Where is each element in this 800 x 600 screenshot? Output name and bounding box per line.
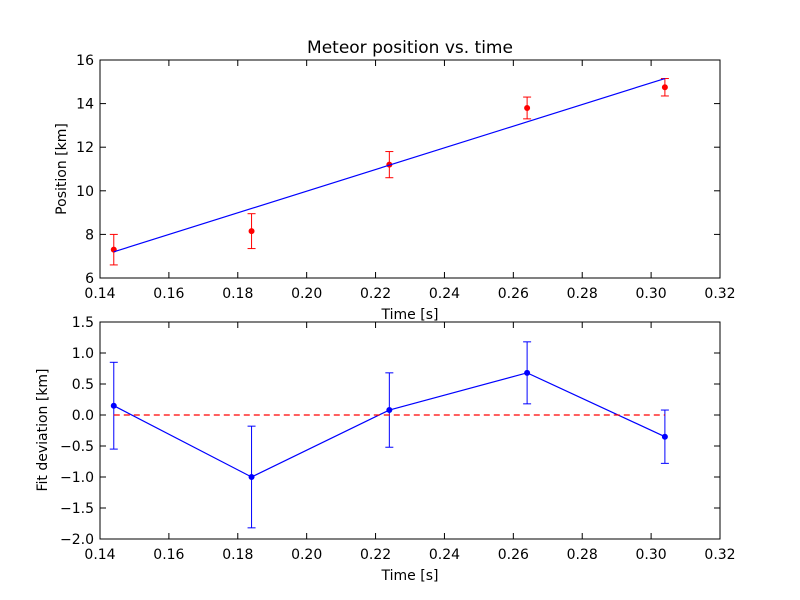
position-x-tick-label: 0.16 [153, 286, 184, 302]
deviation-panel: 0.14 0.16 0.18 0.20 0.22 0.24 0.26 0.28 0.30 0.32… [35, 315, 736, 584]
position-x-tick-label: 0.22 [360, 286, 391, 302]
chart-title: Meteor position vs. time [307, 38, 513, 58]
deviation-y-axis-label: Fit deviation [km] [35, 368, 51, 491]
deviation-x-tick-label: 0.32 [704, 547, 735, 563]
position-x-tick-label: 0.32 [704, 286, 735, 302]
deviation-data-point [110, 402, 117, 409]
deviation-y-tick-label: −1.5 [60, 501, 94, 517]
position-x-tick-label: 0.18 [222, 286, 253, 302]
position-data-point [248, 228, 255, 235]
deviation-y-tick-label: 1.5 [72, 315, 94, 331]
position-y-tick-label: 6 [85, 271, 94, 287]
linear-fit-line [113, 77, 666, 253]
deviation-y-tick-label: 1.0 [72, 346, 94, 362]
deviation-y-tick-label: −2.0 [60, 532, 94, 548]
deviation-y-tick-label: −1.0 [60, 470, 94, 486]
deviation-x-tick-label: 0.24 [429, 547, 460, 563]
position-y-tick-label: 12 [76, 140, 94, 156]
deviation-x-tick-label: 0.30 [636, 547, 667, 563]
position-x-tick-label: 0.26 [498, 286, 529, 302]
position-x-tick-label: 0.24 [429, 286, 460, 302]
deviation-data-point [661, 433, 668, 440]
position-plot-area: 0.14 0.16 0.18 0.20 0.22 0.24 0.26 0.28 0.30 0.32… [76, 53, 735, 302]
deviation-y-tick-label: 0.5 [72, 377, 94, 393]
position-x-tick-label: 0.14 [84, 286, 115, 302]
deviation-x-tick-label: 0.26 [498, 547, 529, 563]
deviation-data-point [524, 369, 531, 376]
position-data-point [661, 84, 668, 91]
deviation-x-tick-label: 0.22 [360, 547, 391, 563]
position-x-tick-label: 0.30 [636, 286, 667, 302]
deviation-y-tick-label: 0.0 [72, 408, 94, 424]
position-data-point [524, 104, 531, 111]
position-x-tick-label: 0.20 [291, 286, 322, 302]
position-y-tick-label: 8 [85, 227, 94, 243]
deviation-y-tick-label: −0.5 [60, 439, 94, 455]
position-x-tick-label: 0.28 [567, 286, 598, 302]
position-y-tick-label: 14 [76, 97, 94, 113]
deviation-data-point [248, 474, 255, 480]
deviation-x-tick-label: 0.18 [222, 547, 253, 563]
position-x-axis-label: Time [s] [381, 307, 439, 323]
deviation-x-tick-label: 0.16 [153, 547, 184, 563]
position-panel: Meteor position vs. time 0.14 0.16 0.18 0.2… [54, 38, 736, 323]
deviation-x-tick-label: 0.14 [84, 547, 115, 563]
deviation-plot-area: 0.14 0.16 0.18 0.20 0.22 0.24 0.26 0.28 0.30 0.32… [60, 315, 736, 563]
deviation-x-tick-label: 0.20 [291, 547, 322, 563]
deviation-x-tick-label: 0.28 [567, 547, 598, 563]
position-axes-frame [99, 59, 721, 279]
deviation-data-point [386, 407, 393, 414]
position-y-tick-label: 16 [76, 53, 94, 69]
position-y-tick-label: 10 [76, 184, 94, 200]
deviation-axes-frame [99, 321, 721, 540]
position-y-axis-label: Position [km] [54, 123, 70, 215]
deviation-x-axis-label: Time [s] [381, 568, 439, 584]
